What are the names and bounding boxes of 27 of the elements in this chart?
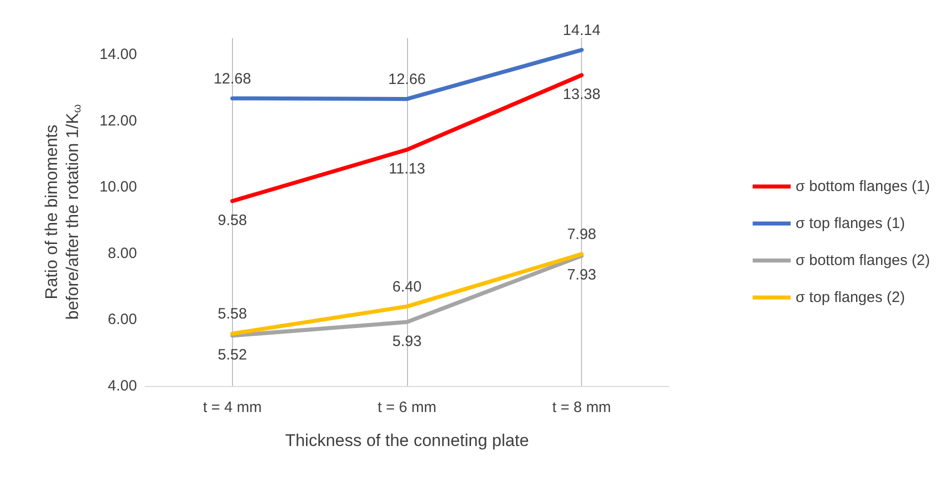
- data-label: 14.14: [562, 22, 600, 39]
- data-label: 5.93: [392, 333, 422, 350]
- y-tick-label: 14.00: [99, 46, 137, 64]
- x-tick-label: t = 4 mm: [202, 399, 262, 416]
- data-label: 12.68: [214, 70, 252, 88]
- legend-label: σ bottom flanges (2): [796, 252, 930, 269]
- legend-label: σ top flanges (1): [796, 215, 906, 232]
- legend-label: σ top flanges (2): [796, 289, 906, 306]
- data-label: 5.52: [218, 346, 247, 364]
- legend-label: σ bottom flanges (1): [796, 178, 930, 195]
- y-axis-title: Ratio of the bimoments before/after the rotation 1/Kω: [42, 104, 84, 320]
- data-label: 7.93: [567, 266, 596, 284]
- y-tick-label: 10.00: [99, 178, 137, 196]
- x-tick-label: t = 8 mm: [552, 399, 612, 416]
- y-tick-label: 4.00: [108, 378, 137, 394]
- data-label: 6.40: [392, 278, 422, 296]
- y-tick-label: 6.00: [108, 311, 137, 328]
- y-tick-label: 12.00: [99, 112, 137, 130]
- data-label: 12.66: [388, 70, 426, 88]
- data-label: 9.58: [218, 212, 247, 230]
- y-tick-label: 8.00: [108, 244, 137, 262]
- x-axis-title: Thickness of the conneting plate: [285, 431, 529, 450]
- data-label: 5.58: [218, 306, 247, 323]
- data-label: 7.98: [567, 226, 596, 244]
- data-label: 11.13: [388, 160, 426, 178]
- data-label: 13.38: [562, 86, 600, 104]
- x-tick-label: t = 6 mm: [378, 399, 436, 416]
